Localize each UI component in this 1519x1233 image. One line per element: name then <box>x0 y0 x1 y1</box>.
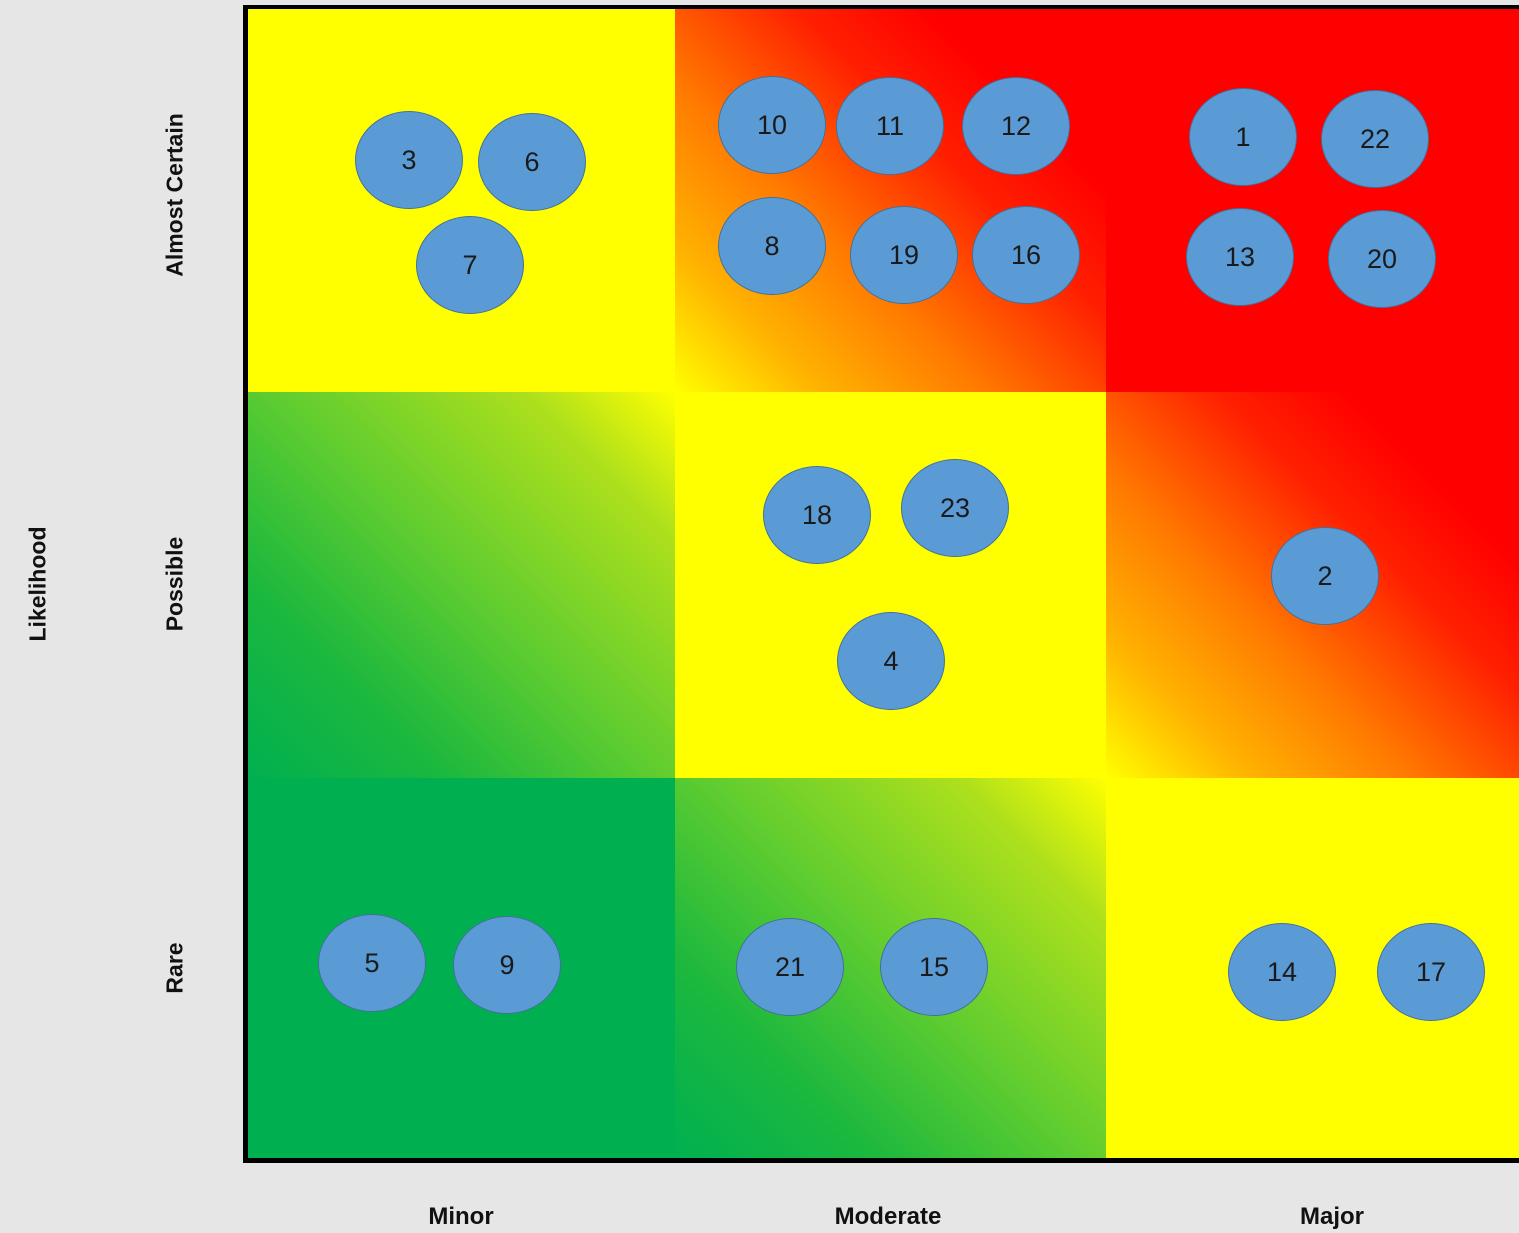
cell-almost-certain-moderate <box>675 9 1106 392</box>
column-label-moderate: Moderate <box>834 1203 942 1230</box>
risk-marker: 7 <box>416 216 524 314</box>
risk-marker: 13 <box>1186 208 1294 306</box>
risk-marker: 19 <box>850 206 958 304</box>
risk-marker: 6 <box>478 113 586 211</box>
risk-marker: 3 <box>355 111 463 209</box>
risk-marker: 1 <box>1189 88 1297 186</box>
risk-marker: 9 <box>453 916 561 1014</box>
cell-almost-certain-major <box>1106 9 1519 392</box>
risk-marker: 14 <box>1228 923 1336 1021</box>
row-label-rare: Rare <box>161 942 188 994</box>
row-label-almost-certain: Almost Certain <box>161 113 188 277</box>
risk-marker: 11 <box>836 77 944 175</box>
risk-marker: 5 <box>318 914 426 1012</box>
risk-marker: 8 <box>718 197 826 295</box>
risk-marker: 17 <box>1377 923 1485 1021</box>
likelihood-axis-title: Likelihood <box>24 526 51 642</box>
risk-marker: 12 <box>962 77 1070 175</box>
row-label-possible: Possible <box>161 536 188 632</box>
risk-marker: 2 <box>1271 527 1379 625</box>
risk-marker: 4 <box>837 612 945 710</box>
risk-marker: 20 <box>1328 210 1436 308</box>
cell-possible-minor <box>248 392 675 778</box>
risk-marker: 15 <box>880 918 988 1016</box>
cell-almost-certain-minor <box>248 9 675 392</box>
risk-marker: 10 <box>718 76 826 174</box>
risk-marker: 23 <box>901 459 1009 557</box>
risk-marker: 22 <box>1321 90 1429 188</box>
cell-possible-moderate <box>675 392 1106 778</box>
risk-marker: 18 <box>763 466 871 564</box>
risk-marker: 21 <box>736 918 844 1016</box>
risk-marker: 16 <box>972 206 1080 304</box>
column-label-minor: Minor <box>428 1203 494 1230</box>
column-label-major: Major <box>1299 1203 1365 1230</box>
